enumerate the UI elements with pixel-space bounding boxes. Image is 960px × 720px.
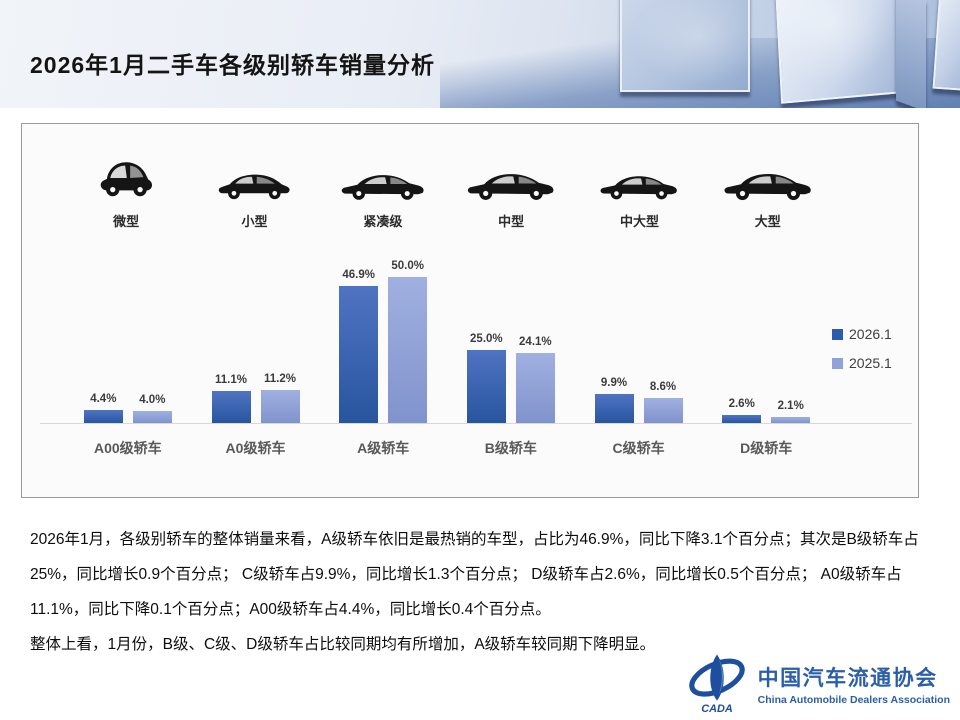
vehicle-class-3: 紧凑级 bbox=[319, 140, 447, 230]
bar-2025.1-C级轿车: 8.6% bbox=[643, 380, 683, 423]
vehicle-class-4: 中型 bbox=[447, 140, 575, 230]
bar-value-label: 11.2% bbox=[264, 373, 296, 386]
bar-group-C级轿车: 9.9% 8.6% bbox=[575, 377, 703, 423]
decor-cube-icon bbox=[775, 0, 913, 104]
category-label-A0级轿车: A0级轿车 bbox=[225, 440, 286, 456]
vehicle-class-label: 大型 bbox=[754, 214, 781, 229]
bar-value-label: 8.6% bbox=[649, 380, 677, 393]
bar-value-label: 25.0% bbox=[470, 333, 503, 345]
cada-logo-mark-icon: CADA bbox=[688, 654, 745, 715]
bar-chart: 4.4% 4.0% 11.1% 11.2% 46.9% 50.0% 25.0% 24.1% 9.… bbox=[64, 260, 830, 423]
bar-2025.1-B级轿车: 24.1% bbox=[515, 335, 555, 423]
large-car-icon bbox=[724, 174, 811, 201]
bar-2025.1-A级轿车: 50.0% bbox=[388, 260, 428, 423]
bar-2025.1-D级轿车: 2.1% bbox=[771, 399, 811, 423]
category-label-C级轿车: C级轿车 bbox=[612, 440, 665, 456]
compact-car-icon bbox=[341, 175, 424, 200]
bar-value-label: 9.9% bbox=[600, 377, 628, 390]
vehicle-class-icon-row: 微型 小型 紧凑级 中型 中大型 大型 bbox=[62, 140, 832, 230]
bar-2026.1-D级轿车: 2.6% bbox=[722, 398, 762, 423]
bar bbox=[83, 410, 123, 423]
vehicle-class-2: 小型 bbox=[190, 140, 318, 230]
bar-2026.1-A级轿车: 46.9% bbox=[339, 269, 379, 423]
logo-name-en: China Automobile Dealers Association bbox=[757, 694, 950, 706]
analysis-paragraph-2: 整体上看，1月份，B级、C级、D级轿车占比较同期均有所增加，A级轿车较同期下降明… bbox=[30, 636, 656, 653]
page-title: 2026年1月二手车各级别轿车销量分析 bbox=[30, 52, 435, 78]
bar bbox=[466, 350, 506, 423]
bar-value-label: 4.4% bbox=[90, 393, 117, 406]
bar bbox=[132, 411, 172, 423]
bar bbox=[771, 416, 811, 423]
x-axis-line bbox=[40, 423, 912, 424]
bar-2025.1-A0级轿车: 11.2% bbox=[260, 373, 300, 423]
bar bbox=[211, 390, 251, 423]
legend-item-2026: 2026.1 bbox=[832, 326, 892, 342]
header-banner: 2026年1月二手车各级别轿车销量分析 bbox=[0, 0, 960, 108]
bar-value-label: 2.6% bbox=[728, 398, 755, 411]
bar-group-A00级轿车: 4.4% 4.0% bbox=[64, 393, 192, 423]
category-label-B级轿车: B级轿车 bbox=[484, 440, 537, 456]
bar bbox=[594, 394, 634, 423]
bar bbox=[515, 352, 555, 423]
vehicle-class-6: 大型 bbox=[704, 140, 832, 230]
category-label-A级轿车: A级轿车 bbox=[357, 440, 410, 456]
bar bbox=[260, 390, 300, 423]
cada-logo: CADA 中国汽车流通协会 China Automobile Dealers A… bbox=[685, 653, 950, 715]
legend-swatch-2025 bbox=[832, 357, 843, 369]
bar-value-label: 4.0% bbox=[139, 394, 166, 407]
vehicle-class-label: 微型 bbox=[113, 214, 140, 229]
logo-name-cn: 中国汽车流通协会 bbox=[757, 667, 938, 690]
bar-group-B级轿车: 25.0% 24.1% bbox=[447, 333, 575, 423]
vehicle-class-label: 小型 bbox=[241, 214, 268, 229]
decor-cube-side bbox=[896, 0, 926, 108]
vehicle-class-1: 微型 bbox=[62, 140, 190, 230]
micro-car-icon bbox=[100, 162, 153, 197]
mid-car-icon bbox=[467, 174, 554, 200]
vehicle-class-label: 紧凑级 bbox=[363, 214, 403, 229]
bar bbox=[722, 415, 762, 423]
bar-value-label: 24.1% bbox=[519, 335, 552, 348]
bar-2026.1-A00级轿车: 4.4% bbox=[83, 393, 123, 423]
category-axis-labels: A00级轿车 A0级轿车 A级轿车 B级轿车 C级轿车 D级轿车 bbox=[64, 438, 830, 458]
decor-cube-icon bbox=[932, 0, 960, 92]
bar-2026.1-A0级轿车: 11.1% bbox=[211, 373, 251, 423]
cada-acronym: CADA bbox=[701, 703, 733, 715]
category-label-A00级轿车: A00级轿车 bbox=[93, 440, 162, 456]
analysis-text-block: 2026年1月，各级别轿车的整体销量来看，A级轿车依旧是最热销的车型，占比为46… bbox=[30, 522, 938, 662]
bar-value-label: 50.0% bbox=[391, 260, 424, 272]
bar-value-label: 11.1% bbox=[215, 373, 247, 386]
small-car-icon bbox=[219, 174, 291, 200]
legend-swatch-2026 bbox=[832, 328, 843, 340]
bar-group-A0级轿车: 11.1% 11.2% bbox=[192, 373, 320, 423]
legend-label: 2026.1 bbox=[849, 326, 892, 342]
bar bbox=[339, 286, 379, 423]
decor-cube-icon bbox=[620, 0, 750, 92]
bar-group-D级轿车: 2.6% 2.1% bbox=[702, 398, 830, 423]
vehicle-class-label: 中大型 bbox=[619, 214, 659, 229]
analysis-paragraph-1: 2026年1月，各级别轿车的整体销量来看，A级轿车依旧是最热销的车型，占比为46… bbox=[30, 531, 919, 618]
legend-item-2025: 2025.1 bbox=[832, 355, 892, 371]
bar bbox=[388, 277, 428, 423]
bar bbox=[643, 397, 683, 423]
bar-value-label: 2.1% bbox=[777, 399, 804, 412]
chart-legend: 2026.1 2025.1 bbox=[832, 326, 892, 384]
bar-value-label: 46.9% bbox=[342, 269, 375, 282]
bar-2026.1-B级轿车: 25.0% bbox=[466, 333, 506, 423]
category-label-D级轿车: D级轿车 bbox=[740, 440, 793, 456]
vehicle-class-5: 中大型 bbox=[575, 140, 703, 230]
bar-2026.1-C级轿车: 9.9% bbox=[594, 377, 634, 423]
bar-group-A级轿车: 46.9% 50.0% bbox=[319, 260, 447, 423]
chart-panel: 微型 小型 紧凑级 中型 中大型 大型 4.4% 4.0% 11.1% 11.2% 46.9% 50… bbox=[21, 123, 919, 498]
vehicle-class-label: 中型 bbox=[498, 214, 525, 229]
legend-label: 2025.1 bbox=[849, 355, 892, 371]
bar-2025.1-A00级轿车: 4.0% bbox=[132, 394, 172, 423]
mid-large-car-icon bbox=[601, 176, 678, 200]
